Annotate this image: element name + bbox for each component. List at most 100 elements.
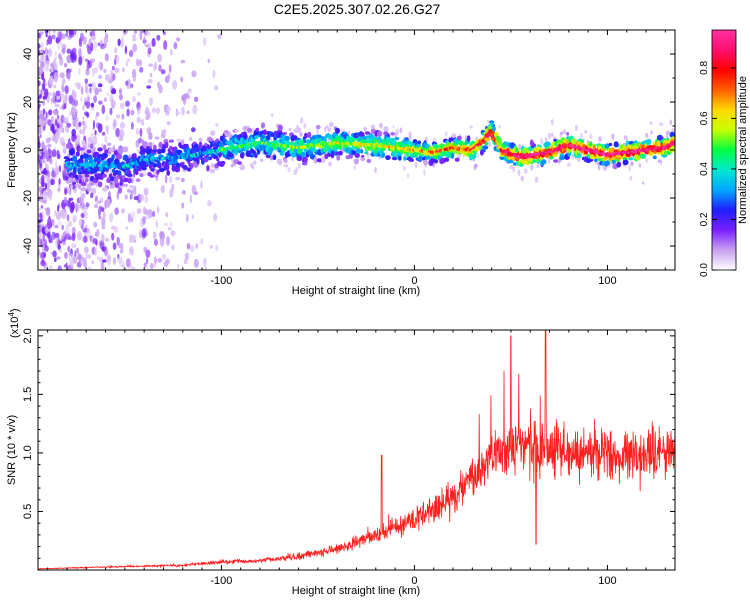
spectrogram-cell xyxy=(454,157,460,162)
spectrogram-cell xyxy=(83,246,89,254)
spectrogram-cell xyxy=(645,157,649,163)
spectrogram-cell xyxy=(51,231,56,240)
spectrogram-cell xyxy=(64,62,68,68)
spectrogram-cell xyxy=(383,131,389,136)
spectrogram-cell xyxy=(171,244,175,251)
spectrogram-cell xyxy=(95,239,98,246)
spectrogram-cell xyxy=(45,137,51,144)
spectrogram-cell xyxy=(512,166,515,173)
spectrogram-cell xyxy=(402,165,407,171)
spectrogram-cell xyxy=(623,135,627,140)
spectrogram-cell xyxy=(47,195,50,200)
spectrogram-cell xyxy=(80,86,84,95)
spectrogram-cell xyxy=(629,175,633,181)
spectrogram-cell xyxy=(58,236,63,242)
spectrogram-cell xyxy=(191,127,196,133)
spectrogram-cell xyxy=(72,47,77,55)
spectrogram-cell xyxy=(324,153,329,160)
spectrogram-cell xyxy=(152,148,158,153)
spectrogram-cell xyxy=(195,243,199,249)
spectrogram-cell xyxy=(57,204,60,213)
spectrogram-cell xyxy=(80,181,87,187)
spectrogram-cell xyxy=(82,219,85,225)
spectrogram-cell xyxy=(81,193,86,197)
spectrogram-cell xyxy=(101,225,106,230)
spectrogram-cell xyxy=(270,113,274,117)
spectrogram-cell xyxy=(589,133,593,140)
spectrogram-cell xyxy=(92,120,95,130)
spectrogram-cell xyxy=(84,78,89,84)
spectrogram-cell xyxy=(91,187,97,195)
spectrogram-cell xyxy=(45,208,50,216)
spectrogram-cell xyxy=(164,75,170,83)
spectrogram-cell xyxy=(174,159,178,164)
spectrogram-cell xyxy=(124,45,128,55)
spectrogram-cell xyxy=(113,177,119,184)
spectrogram-cell xyxy=(577,153,582,159)
spectrogram-cell xyxy=(480,149,484,156)
spectrogram-cell xyxy=(42,144,47,150)
spectrogram-cell xyxy=(69,110,72,117)
spectrogram-cell xyxy=(143,30,148,36)
spectrogram-cell xyxy=(164,174,168,184)
spectrogram-cell xyxy=(209,142,215,148)
spectrogram-cell xyxy=(97,88,103,93)
spectrogram-cell xyxy=(94,87,99,96)
spectrogram-cell xyxy=(214,85,219,91)
spectrogram-cell xyxy=(48,119,51,127)
spectrogram-cell xyxy=(270,148,274,152)
spectrogram-cell xyxy=(106,255,112,266)
spectrogram-cell xyxy=(423,169,426,176)
spectrogram-cell xyxy=(81,128,85,135)
spectrogram-cell xyxy=(79,205,82,209)
spectrogram-cell xyxy=(45,111,48,119)
spectrogram-cell xyxy=(194,143,199,149)
spectrogram-cell xyxy=(554,150,559,155)
spectrogram-cell xyxy=(407,173,410,179)
spectrogram-cell xyxy=(41,167,44,171)
spectrogram-cell xyxy=(123,177,129,183)
spectrogram-cell xyxy=(172,79,178,90)
spectrogram-cell xyxy=(340,128,345,133)
spectrogram-cell xyxy=(52,91,55,101)
spectrogram-cell xyxy=(79,128,82,135)
spectrogram-cell xyxy=(182,164,188,170)
spectrogram-cell xyxy=(669,131,675,138)
spectrogram-cell xyxy=(158,167,165,173)
spectrogram-cell xyxy=(114,207,119,215)
spectrogram-cell xyxy=(550,133,554,137)
spectrogram-cell xyxy=(210,130,216,136)
spectrogram-cell xyxy=(68,148,75,156)
snr-panel: -100 0 100 0.5 1.0 1.5 2.0 Height of straight… xyxy=(6,308,676,597)
spectrogram-cell xyxy=(360,131,365,138)
spectrogram-cell xyxy=(38,118,43,129)
spectrogram-cell xyxy=(122,66,125,73)
spectrogram-cell xyxy=(136,58,140,67)
spectrogram-cell xyxy=(39,155,44,160)
spectrogram-cell xyxy=(186,243,191,250)
spectrogram-cell xyxy=(119,102,125,110)
spectrogram-cell xyxy=(355,148,361,153)
spectrogram-cell xyxy=(104,135,108,144)
spectrogram-cell xyxy=(57,42,60,51)
spectrogram-cell xyxy=(574,124,578,132)
spectrogram-cell xyxy=(112,257,116,265)
x-tick-label: 100 xyxy=(598,275,616,287)
spectrogram-cell xyxy=(64,102,67,110)
spectrogram-cell xyxy=(299,132,303,137)
spectrogram-cell xyxy=(584,130,587,134)
spectrogram-cell xyxy=(80,96,83,103)
spectrogram-cell xyxy=(76,202,80,212)
spectrogram-cell xyxy=(350,137,356,143)
spectrogram-cell xyxy=(67,187,71,195)
spectrogram-cell xyxy=(51,135,56,140)
spectrogram-cell xyxy=(498,124,501,129)
spectrogram-cell xyxy=(187,160,191,164)
spectrogram-cell xyxy=(85,83,88,93)
snr-y-scale-factor: (x104) xyxy=(7,308,21,338)
spectrogram-cell xyxy=(160,69,166,75)
spectrogram-cell xyxy=(175,176,181,181)
spectrogram-cell xyxy=(115,57,119,65)
spectrogram-cell xyxy=(42,190,48,201)
spectrogram-cell xyxy=(86,63,89,72)
